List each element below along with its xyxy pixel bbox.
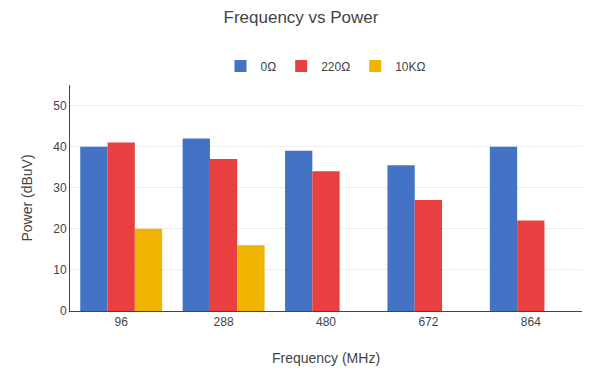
svg-text:288: 288 bbox=[214, 315, 234, 329]
svg-text:40: 40 bbox=[53, 140, 67, 154]
svg-text:Power (dBuV): Power (dBuV) bbox=[19, 154, 35, 241]
svg-text:672: 672 bbox=[418, 315, 438, 329]
svg-text:Frequency (MHz): Frequency (MHz) bbox=[272, 350, 380, 366]
svg-text:96: 96 bbox=[115, 315, 129, 329]
svg-text:20: 20 bbox=[53, 222, 67, 236]
svg-text:Frequency vs Power: Frequency vs Power bbox=[224, 8, 379, 27]
svg-text:30: 30 bbox=[53, 181, 67, 195]
svg-text:0: 0 bbox=[60, 304, 67, 318]
svg-text:10: 10 bbox=[53, 263, 67, 277]
svg-text:864: 864 bbox=[521, 315, 541, 329]
svg-text:10KΩ: 10KΩ bbox=[395, 60, 425, 74]
svg-text:0Ω: 0Ω bbox=[261, 60, 277, 74]
svg-text:480: 480 bbox=[316, 315, 336, 329]
svg-text:50: 50 bbox=[53, 99, 67, 113]
svg-text:220Ω: 220Ω bbox=[321, 60, 350, 74]
